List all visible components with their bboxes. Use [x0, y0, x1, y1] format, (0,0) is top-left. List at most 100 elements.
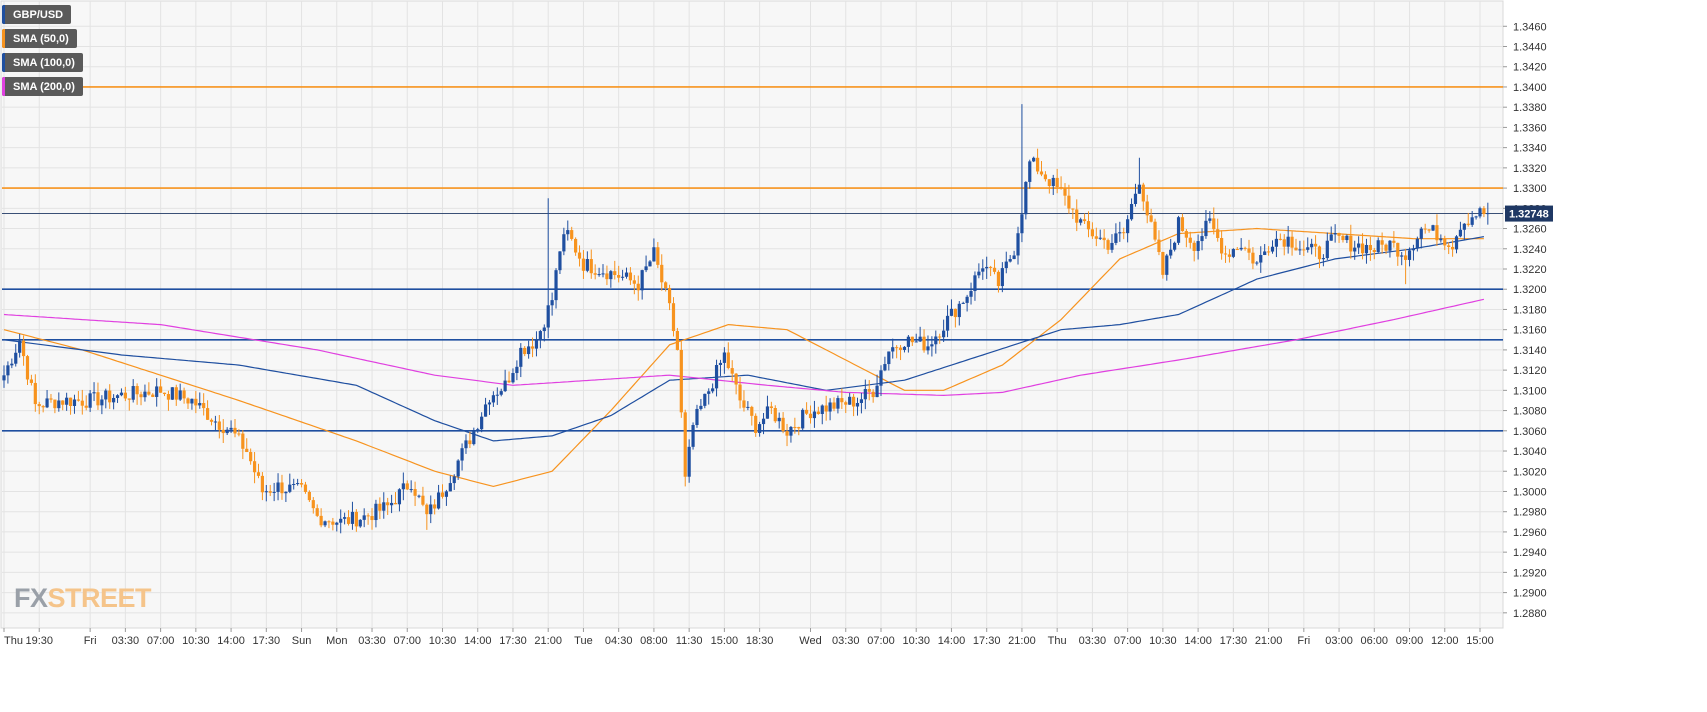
candle-body [789, 426, 793, 436]
x-tick-label: 03:30 [358, 635, 386, 647]
candle-body [652, 247, 656, 262]
candle-body [895, 347, 899, 349]
candle-body [761, 418, 766, 425]
candle-body [245, 448, 249, 453]
candle-body [785, 431, 789, 436]
legend-item-sma100[interactable]: SMA (100,0) [2, 53, 83, 72]
candle-body [503, 380, 507, 392]
y-tick-label: 1.3060 [1513, 426, 1547, 438]
candle-body [754, 415, 758, 433]
candle-body [1180, 217, 1185, 232]
candle-body [942, 330, 946, 338]
candle-body [1329, 234, 1333, 241]
x-axis: Thu 19:30 Fri 03:30 07:00 10:30 14:00 17:30 Sun M… [3, 628, 1494, 647]
candle-body [1145, 201, 1149, 216]
current-price-tag-label: 1.32748 [1509, 209, 1549, 221]
candle-body [374, 503, 378, 521]
candle-body [887, 351, 891, 365]
candle-body [538, 331, 542, 341]
candle-body [844, 402, 848, 405]
candle-body [174, 387, 178, 400]
candle-body [354, 511, 358, 527]
x-tick-label: 17:30 [499, 635, 527, 647]
x-tick-label: Thu [1048, 635, 1067, 647]
x-tick-label: Mon [326, 635, 347, 647]
candle-body [65, 397, 69, 405]
candle-body [296, 483, 300, 485]
candle-body [1251, 252, 1255, 264]
candle-body [1360, 243, 1365, 254]
x-tick-label: 07:00 [1114, 635, 1142, 647]
candle-body [76, 399, 80, 401]
candle-body [593, 273, 597, 275]
candle-body [1349, 235, 1353, 252]
candle-body [190, 398, 194, 404]
candle-body [1310, 243, 1314, 248]
candle-body [836, 398, 840, 409]
candle-body [1024, 181, 1028, 215]
candle-body [1333, 233, 1337, 235]
candle-body [570, 230, 574, 239]
candle-body [1200, 236, 1204, 242]
candle-body [781, 417, 785, 432]
candle-body [840, 398, 844, 403]
legend-swatch-sma50 [2, 29, 5, 48]
y-tick-label: 1.3160 [1513, 325, 1547, 337]
candle-body [574, 238, 578, 253]
fxstreet-logo: FXSTREET [14, 583, 152, 614]
y-tick-label: 1.2920 [1513, 567, 1547, 579]
candle-body [703, 393, 707, 406]
y-tick-label: 1.3380 [1513, 102, 1547, 114]
candle-body [1157, 239, 1161, 253]
candle-body [417, 495, 421, 497]
legend-swatch-gbpusd [2, 5, 5, 24]
legend-swatch-sma200 [2, 77, 5, 96]
candle-body [1357, 243, 1361, 248]
legend-item-sma50[interactable]: SMA (50,0) [2, 29, 77, 48]
candle-body [632, 280, 636, 284]
candle-body [429, 504, 433, 515]
candle-body [902, 346, 907, 350]
y-tick-label: 1.3100 [1513, 385, 1547, 397]
x-tick-label: 21:00 [534, 635, 562, 647]
candle-body [472, 430, 476, 445]
candle-body [722, 352, 726, 363]
candle-body [327, 521, 331, 523]
candle-body [1376, 240, 1380, 253]
x-tick-label: 09:00 [1396, 635, 1424, 647]
y-tick-label: 1.3220 [1513, 264, 1547, 276]
candle-body [989, 266, 993, 268]
candle-body [6, 365, 10, 376]
candle-body [186, 398, 190, 404]
candle-body [1380, 240, 1384, 245]
candle-body [914, 341, 918, 343]
y-tick-label: 1.2980 [1513, 507, 1547, 519]
candle-body [1118, 232, 1122, 234]
candle-body [1008, 259, 1012, 262]
candle-body [1141, 184, 1145, 202]
candle-body [1047, 179, 1051, 187]
candle-body [413, 489, 417, 496]
candle-body [401, 483, 405, 490]
candle-body [468, 440, 472, 445]
y-tick-label: 1.3460 [1513, 21, 1547, 33]
legend-item-gbpusd[interactable]: GBP/USD [2, 5, 72, 24]
candle-body [855, 402, 860, 407]
candle-body [534, 340, 539, 349]
candle-body [1486, 213, 1490, 215]
candle-body [1294, 247, 1298, 251]
candle-body [1282, 239, 1286, 247]
candle-body [147, 391, 151, 395]
candle-body [170, 387, 174, 400]
legend-item-sma200[interactable]: SMA (200,0) [2, 77, 83, 96]
candle-body [965, 296, 969, 303]
candle-body [127, 398, 131, 400]
candle-body [29, 379, 34, 383]
candle-body [769, 406, 773, 409]
candle-body [687, 446, 691, 477]
x-tick-label: 08:00 [640, 635, 668, 647]
candle-body [828, 402, 832, 412]
candle-body [922, 336, 926, 351]
candle-body [1470, 217, 1474, 225]
